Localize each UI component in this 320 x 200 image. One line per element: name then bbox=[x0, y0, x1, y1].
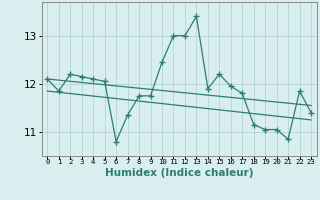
X-axis label: Humidex (Indice chaleur): Humidex (Indice chaleur) bbox=[105, 168, 253, 178]
